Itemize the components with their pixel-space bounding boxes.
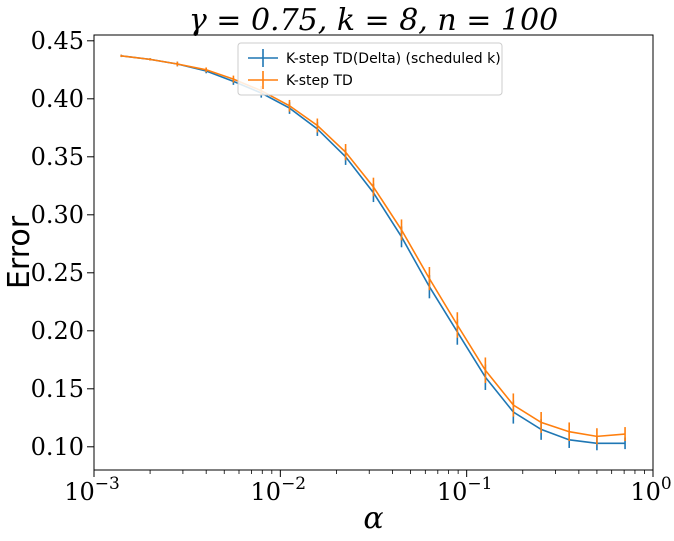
y-axis-label: Error [2, 215, 37, 289]
y-tick-label: 0.20 [31, 317, 84, 345]
axes-frame [93, 34, 654, 471]
y-axis-ticks: 0.10 0.15 0.20 0.25 0.30 0.35 0.40 0.45 [31, 27, 94, 461]
y-tick-label: 0.25 [31, 259, 84, 287]
y-tick-label: 0.40 [31, 85, 84, 113]
series-1 [120, 54, 626, 451]
x-axis-ticks: 10−3 10−2 10−1 100 [64, 470, 672, 506]
x-axis-label: α [363, 501, 383, 536]
y-tick-label: 0.45 [31, 27, 84, 55]
y-tick-label: 0.10 [31, 433, 84, 461]
legend-label: K-step TD(Delta) (scheduled k) [286, 51, 501, 67]
x-tick-label: 100 [630, 474, 671, 506]
legend-item: K-step TD(Delta) (scheduled k) [248, 49, 501, 67]
legend-label: K-step TD [286, 73, 353, 89]
series-layer [120, 54, 626, 451]
series-line [121, 55, 626, 438]
series-2 [120, 54, 626, 445]
legend-item: K-step TD [248, 71, 353, 89]
series-line [121, 55, 626, 445]
y-tick-label: 0.35 [31, 143, 84, 171]
legend: K-step TD(Delta) (scheduled k) K-step TD [237, 42, 503, 96]
legend-box [237, 42, 503, 96]
chart-title: γ = 0.75, k = 8, n = 100 [189, 3, 558, 38]
y-tick-label: 0.15 [31, 375, 84, 403]
x-tick-label: 10−1 [437, 474, 493, 506]
x-tick-label: 10−2 [251, 474, 307, 506]
y-tick-label: 0.30 [31, 201, 84, 229]
x-tick-label: 10−3 [64, 474, 120, 506]
